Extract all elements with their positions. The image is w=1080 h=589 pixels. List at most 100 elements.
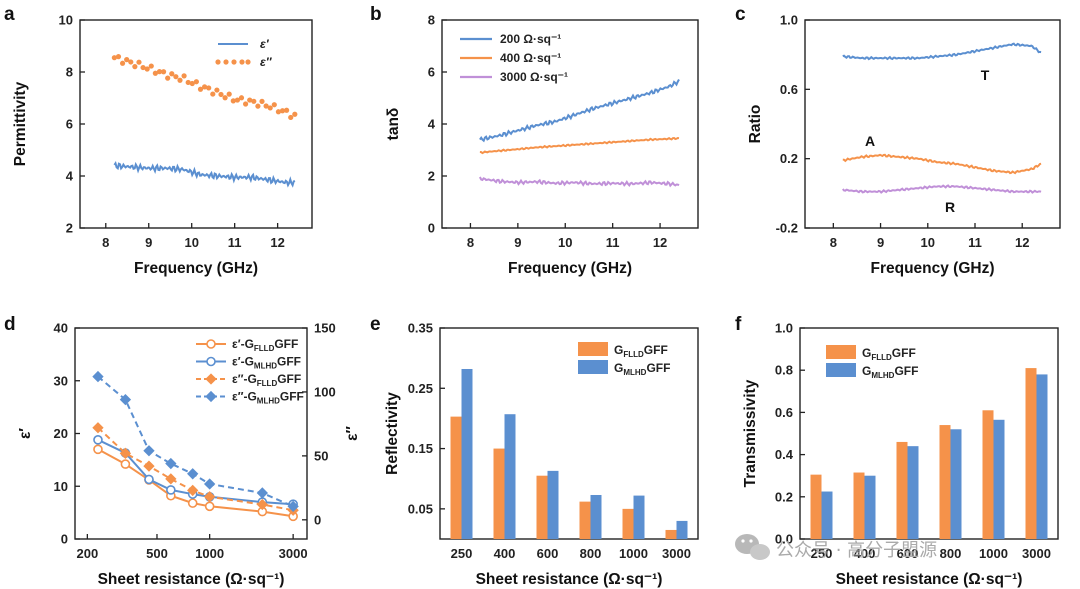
- x-tick-label: 8: [102, 235, 109, 250]
- legend-label: 400 Ω·sq⁻¹: [500, 51, 561, 65]
- y-axis-label: Permittivity: [12, 81, 29, 166]
- series-eps-double-prime-point: [284, 107, 290, 113]
- x-tick-label: 250: [811, 546, 833, 561]
- y-tick-label: 10: [54, 479, 68, 494]
- y-tick-label: 0.25: [408, 381, 433, 396]
- series-eps-double-prime-point: [193, 79, 199, 85]
- bar: [461, 368, 473, 539]
- x-axis-label: Sheet resistance (Ω·sq⁻¹): [98, 571, 285, 588]
- series-eps-double-prime-point: [181, 73, 187, 79]
- series-eps-double-prime-point: [255, 103, 261, 109]
- series-eps-double-prime-point: [197, 86, 204, 92]
- x-axis-label: Frequency (GHz): [508, 260, 632, 277]
- series-point: [165, 457, 177, 470]
- legend-label: ε″-GFLLDGFF: [232, 372, 301, 388]
- x-axis-label: Sheet resistance (Ω·sq⁻¹): [476, 571, 663, 588]
- legend-label: ε″: [260, 55, 273, 69]
- series-eps-double-prime-point: [206, 85, 212, 91]
- bar: [590, 494, 602, 539]
- series-annotation: T: [981, 67, 990, 83]
- series-eps-double-prime-point: [222, 95, 228, 101]
- x-tick-label: 11: [968, 235, 982, 250]
- y-tick-label: 0.35: [408, 321, 433, 336]
- series-point: [187, 468, 199, 480]
- x-tick-label: 400: [494, 546, 516, 561]
- series-eps-double-prime-point: [247, 97, 253, 103]
- series-eps-double-prime-point: [140, 64, 146, 71]
- legend-label: GMLHDGFF: [614, 361, 670, 377]
- series-eps-double-prime-point: [279, 108, 286, 114]
- y2-tick-label: 100: [314, 384, 336, 399]
- panel-a: a Frequency (GHz) Permittivity 8 9 10 11 12 2 4 6 8…: [4, 4, 313, 277]
- bar: [1025, 368, 1037, 539]
- legend-label: ε″-GMLHDGFF: [232, 390, 304, 406]
- y-axis-label: Ratio: [747, 105, 764, 144]
- series-eps-double-prime-point: [169, 71, 175, 77]
- y-tick-label: 0.8: [775, 363, 793, 378]
- y-tick-label: 1.0: [780, 13, 798, 28]
- series-point: [187, 498, 198, 508]
- series-point: [287, 500, 299, 513]
- legend-label: GFLLDGFF: [614, 343, 668, 359]
- bar: [676, 520, 688, 539]
- y-tick-label: 6: [428, 65, 435, 80]
- legend-label: ε′-GMLHDGFF: [232, 355, 301, 371]
- y-tick-label: 0.15: [408, 441, 433, 456]
- bar: [665, 529, 677, 539]
- series-line: [479, 136, 680, 155]
- y-tick-label: 2: [66, 221, 73, 236]
- bar: [536, 475, 548, 539]
- series-point: [166, 485, 176, 495]
- bar: [864, 475, 876, 539]
- bar: [450, 416, 462, 539]
- x-tick-label: 200: [76, 546, 98, 561]
- y-tick-label: 4: [428, 117, 436, 132]
- series-line: [479, 79, 680, 143]
- series-eps-double-prime-point: [185, 79, 191, 86]
- series-point: [144, 474, 154, 485]
- plot-frame: [804, 19, 1061, 229]
- y-tick-label: -0.2: [776, 221, 798, 236]
- panel-label: b: [370, 4, 382, 25]
- x-tick-label: 8: [830, 235, 837, 250]
- y-tick-label: 20: [54, 426, 68, 441]
- x-tick-label: 1000: [619, 546, 648, 561]
- y-tick-label: 0: [61, 532, 68, 547]
- series-eps-double-prime-point: [234, 97, 241, 103]
- x-tick-label: 11: [228, 235, 242, 250]
- series-point: [120, 459, 131, 469]
- x-tick-label: 500: [146, 546, 168, 561]
- legend-swatch-dot: [245, 59, 251, 65]
- legend-swatch: [826, 363, 856, 377]
- x-tick-label: 800: [580, 546, 602, 561]
- x-tick-label: 9: [877, 235, 884, 250]
- y-tick-label: 0.6: [775, 405, 793, 420]
- x-tick-label: 400: [854, 546, 876, 561]
- series-eps-double-prime-point: [136, 59, 142, 65]
- x-tick-label: 600: [897, 546, 919, 561]
- panel-c: c Frequency (GHz) Ratio 8 9 10 11 12 -0.2 0.2 0.6 1…: [735, 4, 1061, 277]
- legend-swatch-dot: [239, 59, 245, 65]
- y-tick-label: 30: [54, 373, 68, 388]
- bar: [907, 446, 919, 539]
- x-tick-label: 12: [270, 235, 284, 250]
- series-eps-double-prime-point: [189, 80, 195, 87]
- series-eps-double-prime-point: [214, 87, 220, 93]
- legend-swatch: [578, 360, 608, 374]
- x-tick-label: 3000: [662, 546, 691, 561]
- series-point: [256, 487, 268, 499]
- series-eps-double-prime-point: [263, 103, 269, 109]
- legend-label: 3000 Ω·sq⁻¹: [500, 70, 568, 84]
- y2-tick-label: 0: [314, 512, 321, 527]
- series-annotation: A: [865, 133, 875, 149]
- x-tick-label: 250: [451, 546, 473, 561]
- bar: [504, 414, 516, 539]
- y-tick-label: 10: [59, 13, 73, 28]
- series-point: [143, 460, 155, 472]
- series-line: [97, 375, 294, 508]
- series-eps-double-prime-point: [111, 55, 117, 61]
- series-line: [842, 184, 1042, 194]
- series-eps-double-prime-point: [259, 98, 265, 104]
- series-point: [165, 473, 177, 485]
- series-eps-double-prime-point: [156, 69, 163, 75]
